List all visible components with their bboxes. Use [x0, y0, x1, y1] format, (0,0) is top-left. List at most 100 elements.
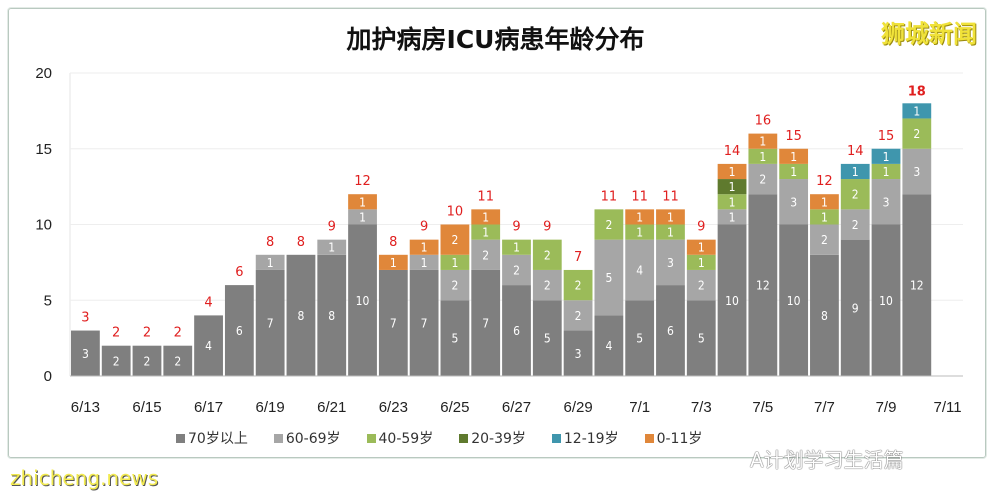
chart-frame [8, 8, 986, 458]
segment-label: 2 [544, 279, 551, 293]
bar-segment [656, 209, 685, 225]
segment-label: 2 [698, 279, 705, 293]
x-tick-label: 6/27 [502, 399, 531, 416]
bar-segment [748, 163, 778, 195]
bar-segment [656, 285, 685, 376]
x-tick-label: 6/13 [71, 399, 100, 416]
legend-swatch [366, 433, 376, 443]
total-label: 16 [755, 114, 772, 129]
segment-label: 6 [513, 324, 520, 338]
segment-label: 2 [451, 233, 458, 247]
legend-swatch [551, 433, 561, 443]
bar-segment [810, 209, 839, 225]
bar-segment [686, 269, 716, 301]
bar-segment [594, 315, 624, 376]
legend-label: 40-59岁 [378, 431, 434, 447]
segment-label: 3 [790, 195, 797, 209]
bar-segment [471, 239, 501, 270]
segment-label: 7 [390, 316, 397, 330]
bar-segment [440, 300, 470, 376]
bar-segment [317, 239, 347, 255]
bar-segment [840, 163, 870, 180]
segment-label: 7 [482, 316, 489, 330]
total-label: 9 [543, 220, 551, 235]
segment-label: 1 [267, 256, 274, 270]
segment-label: 2 [852, 188, 859, 202]
bar-segment [902, 118, 932, 149]
segment-label: 1 [913, 104, 920, 118]
legend-item: 0-11岁 [644, 428, 703, 448]
y-tick-label: 10 [35, 217, 52, 234]
bar-segment [502, 285, 531, 376]
segment-label: 1 [390, 256, 397, 270]
bar-segment [378, 269, 408, 376]
segment-label: 1 [698, 256, 705, 270]
bar-segment [163, 345, 193, 376]
segment-label: 7 [421, 316, 428, 330]
segment-label: 8 [328, 309, 335, 323]
legend-item: 40-59岁 [366, 428, 434, 448]
segment-label: 3 [667, 256, 674, 270]
segment-label: 1 [790, 165, 797, 179]
segment-label: 2 [513, 263, 520, 277]
segment-label: 1 [421, 241, 428, 255]
total-label: 3 [81, 311, 89, 326]
bar-segment [532, 269, 562, 301]
bar-segment [871, 148, 901, 164]
segment-label: 1 [513, 241, 520, 255]
segment-label: 5 [451, 332, 458, 346]
bar-segment [409, 254, 439, 270]
x-tick-label: 7/1 [629, 399, 650, 416]
bar-segment [132, 345, 162, 376]
bar-segment [532, 300, 562, 376]
segment-label: 2 [759, 173, 766, 187]
segment-label: 10 [356, 294, 370, 308]
segment-label: 2 [144, 354, 151, 368]
segment-label: 1 [482, 210, 489, 224]
y-tick-label: 0 [44, 368, 52, 385]
total-label: 18 [908, 84, 926, 99]
segment-label: 3 [913, 165, 920, 179]
brand-logo: 狮城新闻 [881, 20, 977, 48]
bar-segment [810, 224, 839, 255]
bar-segment [378, 254, 408, 270]
segment-label: 1 [328, 241, 335, 255]
bar-segment [871, 179, 901, 225]
bar-segment [810, 194, 839, 210]
total-label: 11 [477, 189, 494, 204]
bar-segment [686, 254, 716, 270]
total-label: 14 [847, 144, 864, 159]
segment-label: 1 [790, 150, 797, 164]
total-label: 2 [112, 326, 120, 341]
x-tick-label: 7/11 [934, 399, 962, 416]
segment-label: 7 [267, 316, 274, 330]
segment-label: 1 [759, 150, 766, 164]
legend-label: 0-11岁 [656, 431, 703, 447]
legend-label: 70岁以上 [188, 431, 248, 447]
segment-label: 10 [725, 294, 739, 308]
bar-segment [625, 239, 655, 301]
bar-segment [779, 148, 809, 164]
bar-segment [255, 254, 285, 270]
bar-segment [840, 209, 870, 240]
bar-segment [840, 239, 870, 376]
segment-label: 6 [236, 324, 243, 338]
bar-segment [902, 148, 932, 195]
total-label: 14 [724, 144, 741, 159]
total-label: 9 [328, 220, 336, 235]
segment-label: 1 [667, 210, 674, 224]
segment-label: 2 [174, 354, 181, 368]
segment-label: 2 [544, 248, 551, 262]
segment-label: 1 [883, 165, 890, 179]
legend-label: 60-69岁 [285, 431, 341, 447]
segment-label: 2 [482, 248, 489, 262]
bar-segment [779, 163, 809, 180]
legend-swatch [176, 433, 185, 443]
segment-label: 2 [575, 309, 582, 323]
segment-label: 1 [729, 195, 736, 209]
total-label: 2 [174, 326, 182, 341]
bar-segment [717, 194, 747, 210]
legend-swatch [459, 433, 469, 443]
total-label: 9 [697, 220, 705, 235]
x-tick-label: 6/19 [256, 399, 285, 416]
